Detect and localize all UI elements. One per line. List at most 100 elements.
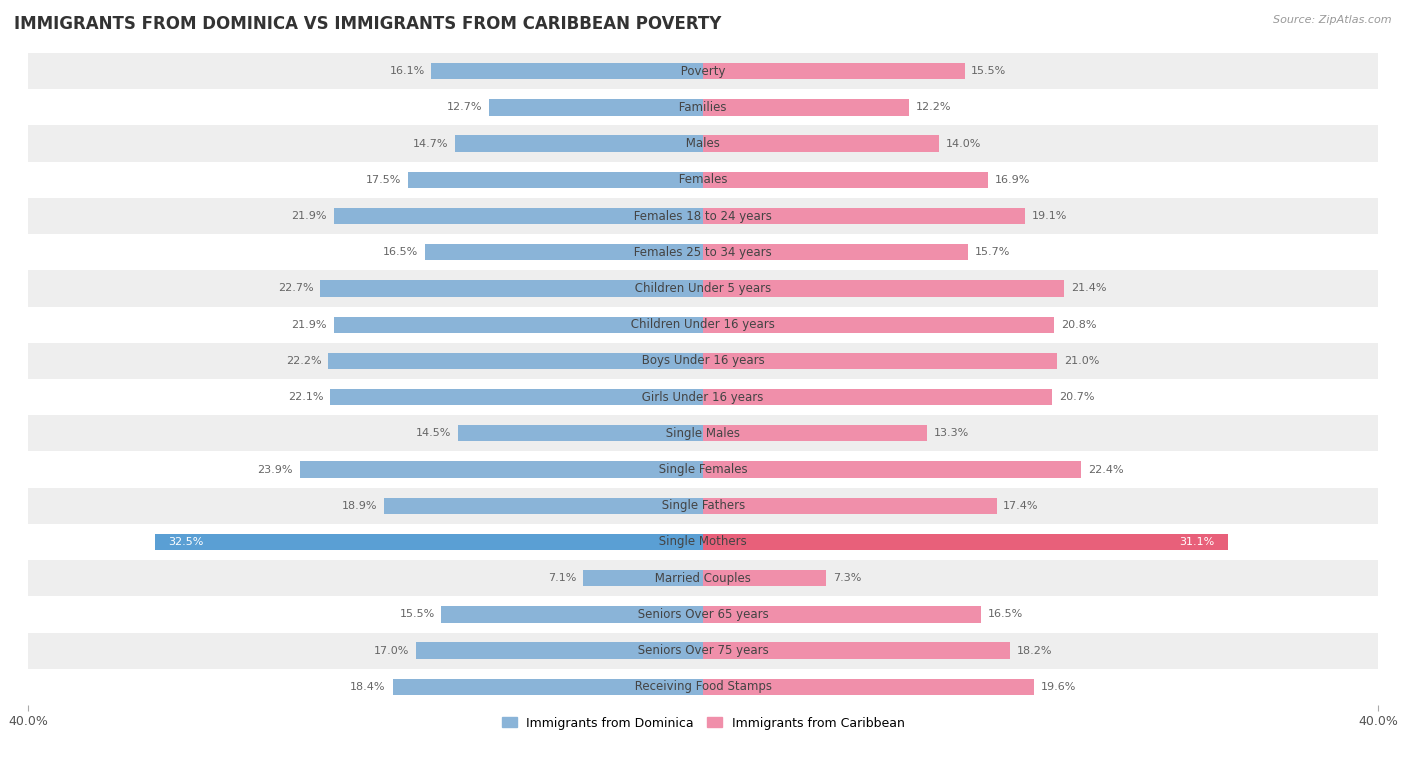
Text: Females 18 to 24 years: Females 18 to 24 years bbox=[630, 209, 776, 223]
Text: Single Fathers: Single Fathers bbox=[658, 500, 748, 512]
Bar bbox=[28, 89, 1378, 126]
Bar bbox=[28, 524, 1378, 560]
Bar bbox=[408, 171, 703, 188]
Bar bbox=[28, 343, 1378, 379]
Text: 21.9%: 21.9% bbox=[291, 320, 326, 330]
Text: Females: Females bbox=[675, 174, 731, 186]
Bar bbox=[299, 462, 703, 478]
Text: 12.2%: 12.2% bbox=[915, 102, 950, 112]
Bar bbox=[703, 208, 1025, 224]
Bar bbox=[28, 632, 1378, 669]
Bar bbox=[28, 198, 1378, 234]
Bar bbox=[441, 606, 703, 622]
Bar bbox=[321, 280, 703, 296]
Bar bbox=[432, 63, 703, 80]
Bar bbox=[703, 497, 997, 514]
Bar bbox=[703, 534, 1227, 550]
Text: 7.3%: 7.3% bbox=[832, 573, 862, 583]
Bar bbox=[28, 53, 1378, 89]
Text: Seniors Over 75 years: Seniors Over 75 years bbox=[634, 644, 772, 657]
Bar bbox=[28, 306, 1378, 343]
Bar bbox=[703, 678, 1033, 695]
Bar bbox=[456, 136, 703, 152]
Bar bbox=[28, 271, 1378, 306]
Bar bbox=[458, 425, 703, 441]
Text: 22.2%: 22.2% bbox=[285, 356, 322, 366]
Bar bbox=[333, 317, 703, 333]
Bar bbox=[703, 643, 1010, 659]
Text: Receiving Food Stamps: Receiving Food Stamps bbox=[631, 681, 775, 694]
Bar bbox=[703, 606, 981, 622]
Bar bbox=[28, 560, 1378, 597]
Bar bbox=[703, 425, 928, 441]
Text: Source: ZipAtlas.com: Source: ZipAtlas.com bbox=[1274, 15, 1392, 25]
Text: 13.3%: 13.3% bbox=[934, 428, 969, 438]
Text: Boys Under 16 years: Boys Under 16 years bbox=[638, 355, 768, 368]
Bar bbox=[703, 317, 1054, 333]
Text: 7.1%: 7.1% bbox=[548, 573, 576, 583]
Text: Males: Males bbox=[682, 137, 724, 150]
Text: 20.8%: 20.8% bbox=[1060, 320, 1097, 330]
Text: 15.5%: 15.5% bbox=[972, 66, 1007, 76]
Bar bbox=[28, 415, 1378, 452]
Text: 31.1%: 31.1% bbox=[1180, 537, 1215, 547]
Text: Married Couples: Married Couples bbox=[651, 572, 755, 584]
Text: 20.7%: 20.7% bbox=[1059, 392, 1094, 402]
Text: 16.5%: 16.5% bbox=[988, 609, 1024, 619]
Bar bbox=[330, 389, 703, 406]
Text: 14.5%: 14.5% bbox=[416, 428, 451, 438]
Text: 18.4%: 18.4% bbox=[350, 682, 385, 692]
Text: 21.0%: 21.0% bbox=[1064, 356, 1099, 366]
Bar bbox=[703, 136, 939, 152]
Bar bbox=[703, 63, 965, 80]
Text: 32.5%: 32.5% bbox=[169, 537, 204, 547]
Text: 22.1%: 22.1% bbox=[288, 392, 323, 402]
Text: 18.2%: 18.2% bbox=[1017, 646, 1052, 656]
Text: IMMIGRANTS FROM DOMINICA VS IMMIGRANTS FROM CARIBBEAN POVERTY: IMMIGRANTS FROM DOMINICA VS IMMIGRANTS F… bbox=[14, 15, 721, 33]
Text: Families: Families bbox=[675, 101, 731, 114]
Text: 16.1%: 16.1% bbox=[389, 66, 425, 76]
Text: 21.9%: 21.9% bbox=[291, 211, 326, 221]
Text: 14.7%: 14.7% bbox=[413, 139, 449, 149]
Text: 17.4%: 17.4% bbox=[1004, 501, 1039, 511]
Text: Single Mothers: Single Mothers bbox=[655, 535, 751, 549]
Bar bbox=[392, 678, 703, 695]
Text: 19.6%: 19.6% bbox=[1040, 682, 1076, 692]
Text: 15.7%: 15.7% bbox=[974, 247, 1010, 257]
Text: Females 25 to 34 years: Females 25 to 34 years bbox=[630, 246, 776, 258]
Bar bbox=[703, 280, 1064, 296]
Text: 21.4%: 21.4% bbox=[1071, 283, 1107, 293]
Text: 23.9%: 23.9% bbox=[257, 465, 292, 475]
Text: Children Under 5 years: Children Under 5 years bbox=[631, 282, 775, 295]
Bar bbox=[28, 452, 1378, 487]
Text: 18.9%: 18.9% bbox=[342, 501, 377, 511]
Bar bbox=[329, 352, 703, 369]
Text: 14.0%: 14.0% bbox=[946, 139, 981, 149]
Bar bbox=[28, 597, 1378, 632]
Text: Seniors Over 65 years: Seniors Over 65 years bbox=[634, 608, 772, 621]
Bar bbox=[703, 99, 908, 115]
Bar bbox=[28, 379, 1378, 415]
Text: Children Under 16 years: Children Under 16 years bbox=[627, 318, 779, 331]
Text: 12.7%: 12.7% bbox=[447, 102, 482, 112]
Text: 17.0%: 17.0% bbox=[374, 646, 409, 656]
Text: Girls Under 16 years: Girls Under 16 years bbox=[638, 390, 768, 403]
Text: Poverty: Poverty bbox=[676, 64, 730, 77]
Text: 15.5%: 15.5% bbox=[399, 609, 434, 619]
Text: 22.4%: 22.4% bbox=[1088, 465, 1123, 475]
Bar bbox=[703, 171, 988, 188]
Bar bbox=[416, 643, 703, 659]
Bar bbox=[28, 669, 1378, 705]
Text: 19.1%: 19.1% bbox=[1032, 211, 1067, 221]
Bar bbox=[28, 487, 1378, 524]
Bar bbox=[384, 497, 703, 514]
Bar bbox=[703, 244, 967, 261]
Text: Single Females: Single Females bbox=[655, 463, 751, 476]
Bar bbox=[28, 161, 1378, 198]
Text: 17.5%: 17.5% bbox=[366, 175, 401, 185]
Text: 22.7%: 22.7% bbox=[277, 283, 314, 293]
Text: Single Males: Single Males bbox=[662, 427, 744, 440]
Bar bbox=[333, 208, 703, 224]
Bar bbox=[703, 462, 1081, 478]
Bar bbox=[155, 534, 703, 550]
